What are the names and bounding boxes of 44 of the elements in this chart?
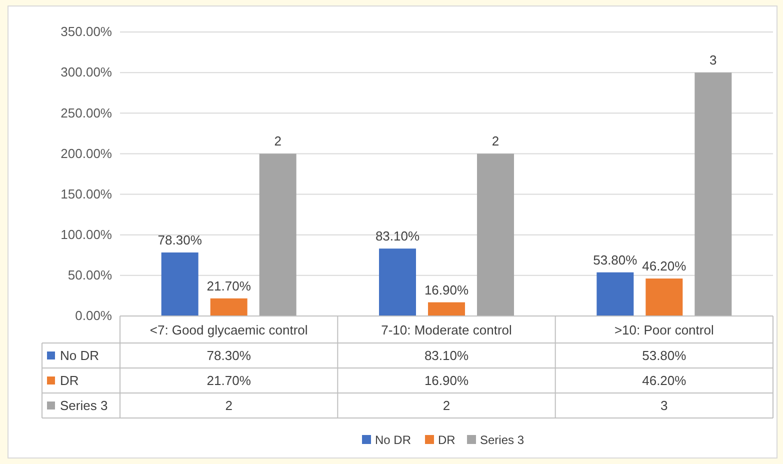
x-tick-label: >10: Poor control <box>614 322 714 338</box>
y-tick-label: 100.00% <box>60 227 112 242</box>
bar <box>694 72 732 316</box>
data-label: 46.20% <box>642 373 687 388</box>
text: 2 <box>274 134 282 149</box>
data-label: 21.70% <box>206 373 252 388</box>
bar <box>161 252 198 316</box>
text: 21.70% <box>206 278 251 294</box>
data-label: 16.90% <box>424 373 469 388</box>
y-tick-label: 150.00% <box>60 186 112 202</box>
text: Series 3 <box>60 398 108 413</box>
y-tick-label: 200.00% <box>60 146 112 161</box>
bar <box>428 302 465 316</box>
data-label: 2 <box>225 398 232 413</box>
legend-label: No DR <box>60 348 100 363</box>
y-tick-label: 250.00% <box>60 105 112 120</box>
text: DR <box>60 373 79 388</box>
text: No DR <box>375 433 412 447</box>
text: 2 <box>492 134 500 149</box>
legend-label: DR <box>438 433 456 447</box>
data-label: 3 <box>660 398 668 413</box>
y-tick-label: 50.00% <box>68 268 112 283</box>
data-label: 2 <box>442 398 450 413</box>
y-tick-label: 300.00% <box>60 64 112 80</box>
y-tick-label: 350.00% <box>60 24 112 40</box>
data-label: 83.10% <box>424 348 469 363</box>
legend-label: Series 3 <box>480 433 524 447</box>
data-label: 78.30% <box>206 348 252 363</box>
bar <box>477 154 514 316</box>
bar <box>646 278 683 316</box>
y-tick-label: 0.00% <box>75 308 112 324</box>
x-tick-label: <7: Good glycaemic control <box>150 322 308 338</box>
text: 46.20% <box>642 258 686 274</box>
bar <box>210 298 248 316</box>
bar <box>596 272 634 316</box>
bar <box>379 248 416 316</box>
text: 3 <box>710 52 717 68</box>
bar <box>259 154 296 316</box>
data-label: 53.80% <box>642 348 687 363</box>
text: 78.30% <box>158 232 202 248</box>
text: 16.90% <box>424 282 469 298</box>
x-tick-label: 7-10: Moderate control <box>381 322 512 338</box>
text: 83.10% <box>375 228 420 244</box>
text: 53.80% <box>593 252 638 268</box>
